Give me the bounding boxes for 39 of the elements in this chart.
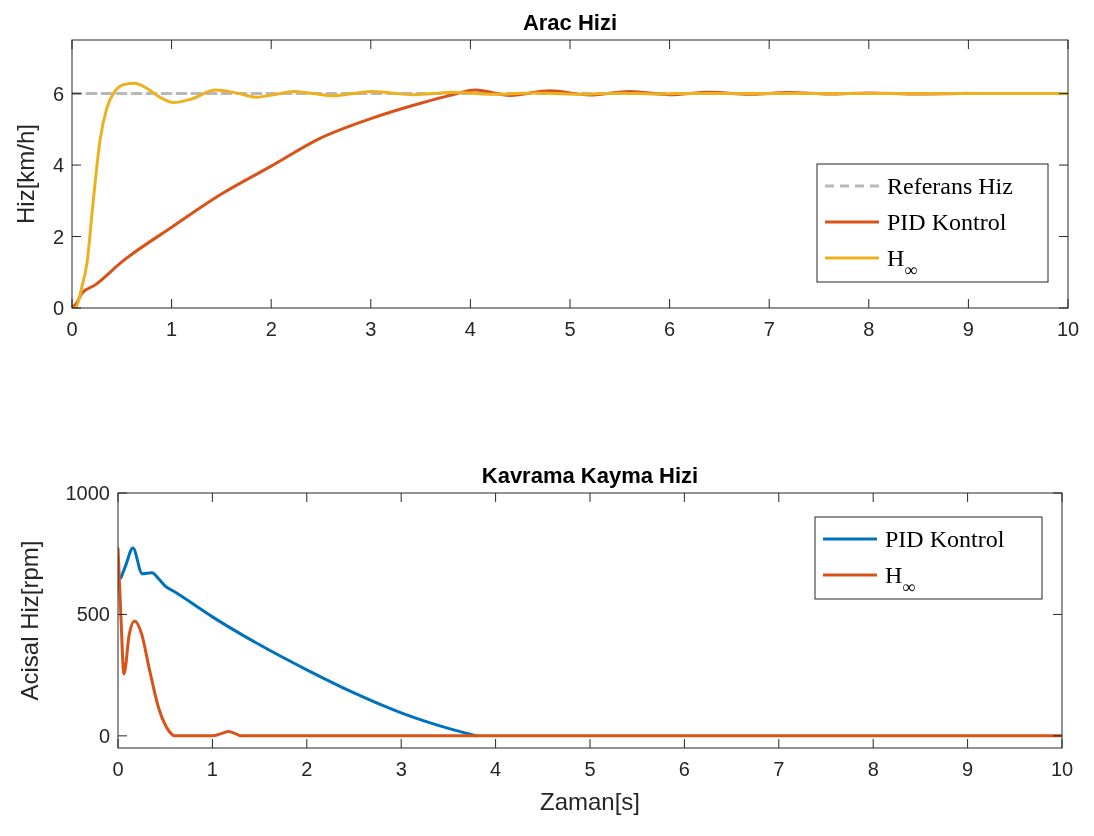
- y-tick-label: 500: [76, 603, 110, 626]
- x-tick-label: 10: [1056, 318, 1080, 340]
- y-tick-label: 0: [98, 724, 110, 747]
- legend-label: H$_{∞}$: [887, 245, 918, 281]
- chart-title: Kavrama Kayma Hizi: [481, 463, 699, 488]
- x-tick-label: 9: [962, 758, 974, 780]
- y-axis-title: Hiz[km/h]: [12, 123, 39, 225]
- line-series: [118, 547, 1062, 738]
- x-tick-label: 2: [265, 318, 277, 340]
- x-tick-label: 7: [763, 318, 775, 340]
- y-tick-label: 1000: [65, 482, 110, 504]
- x-tick-label: 4: [490, 758, 502, 780]
- legend-label: PID Kontrol: [887, 209, 1007, 236]
- x-tick-label: 10: [1050, 758, 1074, 780]
- y-tick-label: 0: [52, 297, 64, 319]
- y-tick-label: 6: [52, 82, 64, 105]
- x-tick-label: 6: [664, 318, 676, 340]
- legend-label: PID Kontrol: [885, 526, 1005, 553]
- x-tick-label: 1: [166, 318, 178, 340]
- x-tick-label: 4: [464, 318, 476, 340]
- x-axis-title: Zaman[s]: [539, 788, 641, 815]
- x-tick-label: 1: [206, 758, 218, 780]
- y-tick-label: 2: [52, 225, 64, 248]
- y-tick-label: 4: [52, 154, 64, 177]
- x-tick-label: 5: [584, 758, 596, 780]
- x-tick-label: 6: [678, 758, 690, 780]
- legend-label: Referans Hiz: [887, 173, 1013, 200]
- x-tick-label: 0: [112, 758, 124, 780]
- x-tick-label: 3: [365, 318, 377, 340]
- x-tick-label: 5: [564, 318, 576, 340]
- x-tick-label: 3: [395, 758, 407, 780]
- x-tick-label: 8: [867, 758, 879, 780]
- x-tick-label: 7: [773, 758, 785, 780]
- x-tick-label: 8: [863, 318, 875, 340]
- legend-label: H$_{∞}$: [885, 562, 916, 598]
- y-axis-title: Acisal Hiz[rpm]: [16, 540, 43, 701]
- x-tick-label: 2: [301, 758, 313, 780]
- x-tick-label: 9: [962, 318, 974, 340]
- chart-title: Arac Hizi: [522, 10, 618, 35]
